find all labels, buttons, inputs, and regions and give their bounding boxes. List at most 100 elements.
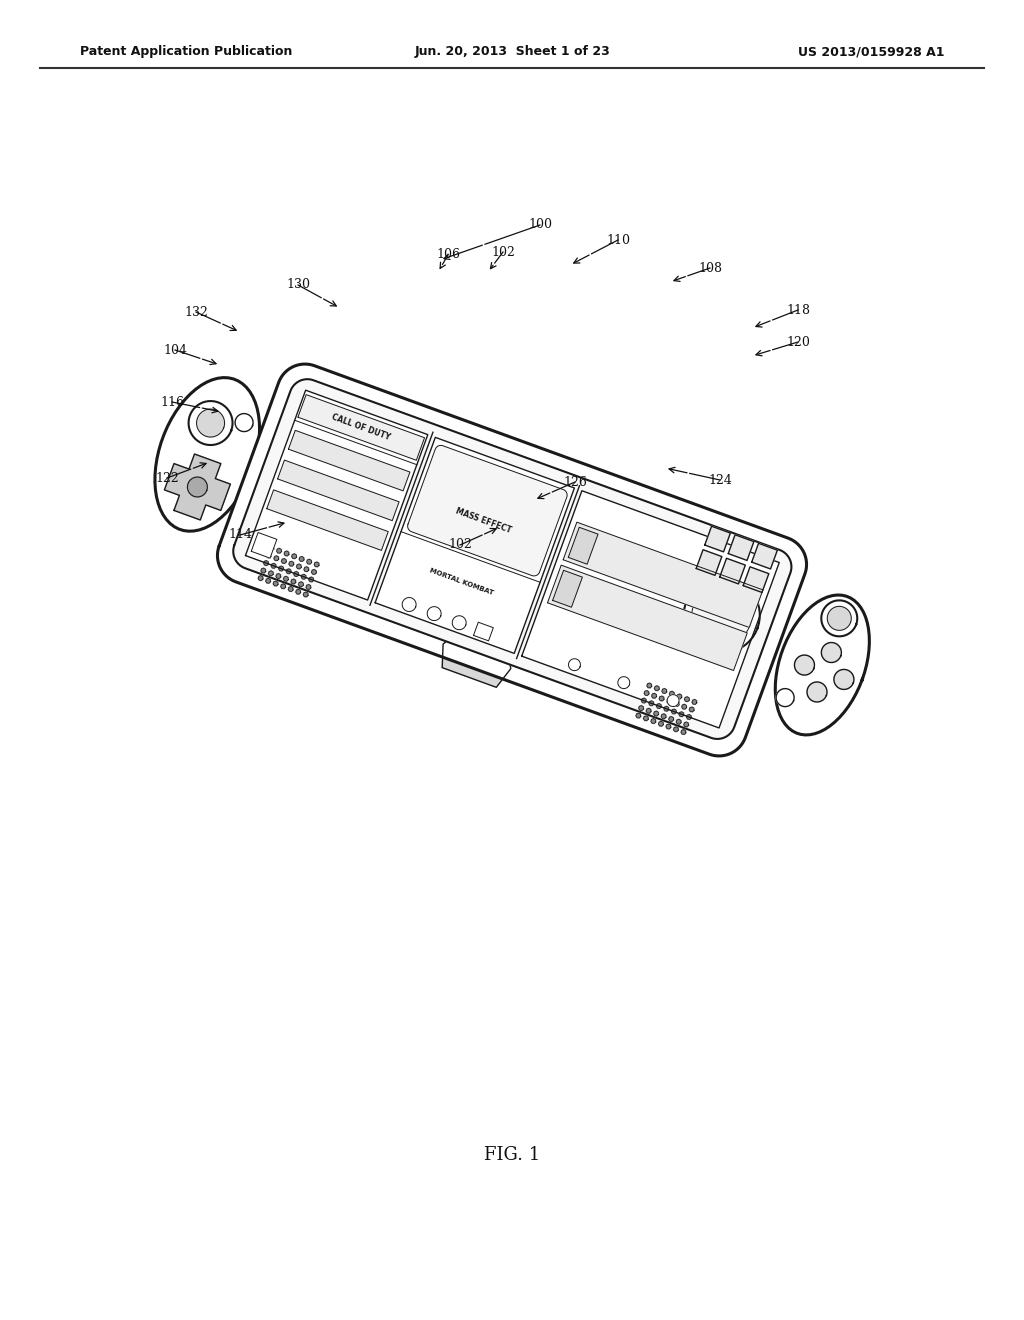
Polygon shape: [521, 491, 779, 727]
Polygon shape: [294, 572, 299, 577]
Polygon shape: [292, 554, 297, 558]
Polygon shape: [617, 677, 630, 689]
Polygon shape: [236, 413, 253, 432]
Text: Jun. 20, 2013  Sheet 1 of 23: Jun. 20, 2013 Sheet 1 of 23: [414, 45, 610, 58]
Polygon shape: [269, 545, 274, 550]
Polygon shape: [563, 523, 763, 627]
Polygon shape: [197, 409, 224, 437]
Polygon shape: [653, 711, 658, 715]
Polygon shape: [308, 577, 313, 582]
Polygon shape: [670, 692, 674, 696]
Polygon shape: [658, 721, 664, 726]
Polygon shape: [636, 713, 641, 718]
Polygon shape: [807, 682, 827, 702]
Text: 126: 126: [563, 475, 587, 488]
Text: 132: 132: [184, 305, 208, 318]
Text: CALL OF DUTY: CALL OF DUTY: [331, 413, 392, 442]
Polygon shape: [276, 548, 282, 553]
Text: MORTAL KOMBAT: MORTAL KOMBAT: [429, 568, 495, 597]
Polygon shape: [188, 401, 232, 445]
Polygon shape: [306, 560, 311, 564]
Polygon shape: [568, 659, 581, 671]
Polygon shape: [303, 593, 308, 597]
Polygon shape: [643, 715, 648, 721]
Polygon shape: [662, 689, 667, 693]
Polygon shape: [674, 701, 679, 706]
Text: 108: 108: [698, 261, 722, 275]
Polygon shape: [375, 437, 574, 653]
Polygon shape: [677, 694, 682, 698]
Polygon shape: [696, 549, 722, 576]
Text: Patent Application Publication: Patent Application Publication: [80, 45, 293, 58]
Polygon shape: [275, 574, 281, 578]
Text: 104: 104: [163, 343, 187, 356]
Polygon shape: [821, 601, 857, 636]
Polygon shape: [284, 577, 289, 581]
Polygon shape: [686, 714, 691, 719]
Polygon shape: [834, 669, 854, 689]
Polygon shape: [647, 682, 651, 688]
Polygon shape: [641, 698, 646, 704]
Polygon shape: [668, 694, 679, 706]
Polygon shape: [795, 655, 814, 675]
Polygon shape: [674, 727, 678, 731]
Polygon shape: [298, 395, 425, 461]
Polygon shape: [473, 622, 494, 640]
Polygon shape: [311, 569, 316, 574]
Polygon shape: [681, 730, 686, 734]
Polygon shape: [679, 711, 684, 717]
Polygon shape: [268, 570, 273, 576]
Polygon shape: [654, 686, 659, 690]
Text: MASS EFFECT: MASS EFFECT: [455, 507, 513, 535]
Polygon shape: [776, 689, 794, 706]
Polygon shape: [651, 693, 656, 698]
Text: 124: 124: [708, 474, 732, 487]
Polygon shape: [291, 579, 296, 583]
Polygon shape: [265, 578, 270, 583]
Text: 102: 102: [449, 539, 472, 552]
Polygon shape: [548, 565, 748, 671]
Polygon shape: [827, 606, 851, 631]
Polygon shape: [298, 582, 303, 586]
Polygon shape: [258, 576, 263, 581]
Polygon shape: [271, 564, 276, 568]
Polygon shape: [651, 718, 655, 723]
Polygon shape: [453, 615, 466, 630]
Polygon shape: [304, 566, 309, 572]
Polygon shape: [273, 556, 279, 561]
Text: 120: 120: [786, 335, 810, 348]
Polygon shape: [314, 562, 319, 566]
Polygon shape: [649, 701, 653, 706]
Polygon shape: [284, 550, 289, 556]
Polygon shape: [267, 490, 388, 550]
Polygon shape: [662, 714, 666, 718]
Text: 102: 102: [492, 246, 515, 259]
Polygon shape: [676, 719, 681, 725]
Text: FIG. 1: FIG. 1: [484, 1146, 540, 1164]
Polygon shape: [187, 477, 208, 496]
Polygon shape: [289, 430, 410, 491]
Polygon shape: [689, 708, 694, 711]
Polygon shape: [684, 577, 760, 653]
Polygon shape: [261, 568, 266, 573]
Polygon shape: [672, 709, 676, 714]
Polygon shape: [155, 378, 259, 531]
Text: 118: 118: [786, 304, 810, 317]
Polygon shape: [669, 717, 674, 722]
Polygon shape: [279, 566, 284, 572]
Polygon shape: [266, 553, 271, 558]
Polygon shape: [664, 706, 669, 711]
Polygon shape: [301, 574, 306, 579]
Polygon shape: [684, 697, 689, 702]
Text: 106: 106: [436, 248, 460, 261]
Text: 110: 110: [606, 234, 630, 247]
Polygon shape: [402, 598, 416, 611]
Polygon shape: [278, 461, 399, 520]
Polygon shape: [659, 696, 664, 701]
Polygon shape: [720, 558, 745, 583]
Text: US 2013/0159928 A1: US 2013/0159928 A1: [798, 45, 944, 58]
Polygon shape: [692, 700, 696, 705]
Polygon shape: [281, 583, 286, 589]
Polygon shape: [289, 561, 294, 566]
Polygon shape: [639, 706, 643, 710]
